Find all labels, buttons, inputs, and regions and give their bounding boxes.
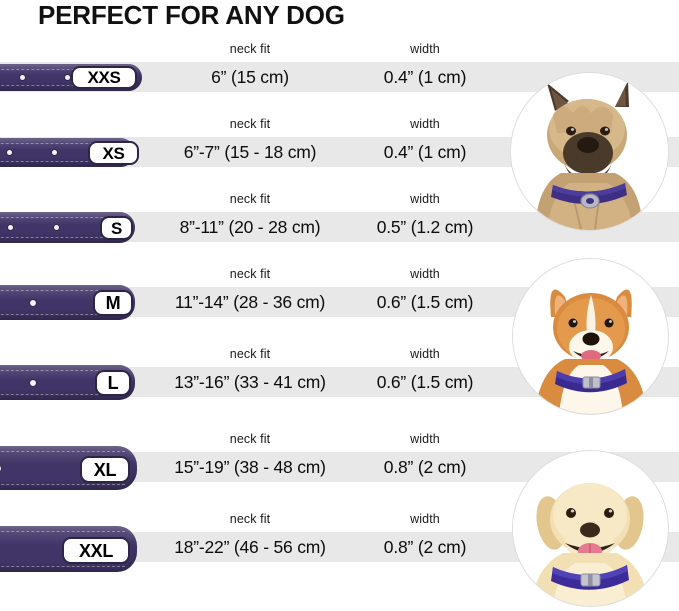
cell-neck-fit: 18”-22” (46 - 56 cm)	[174, 537, 326, 557]
cell-width: 0.6” (1.5 cm)	[376, 292, 474, 312]
size-badge-xl: XL	[80, 456, 130, 483]
column-header-neck-fit: neck fit	[229, 512, 271, 526]
cell-width: 0.4” (1 cm)	[383, 67, 467, 87]
cell-width: 0.4” (1 cm)	[383, 142, 467, 162]
column-header-neck-fit: neck fit	[229, 432, 271, 446]
column-header-width: width	[410, 432, 440, 446]
column-header-neck-fit: neck fit	[229, 117, 271, 131]
size-badge-xxl: XXL	[62, 537, 130, 564]
terrier-photo	[510, 72, 669, 231]
cell-width: 0.6” (1.5 cm)	[376, 372, 474, 392]
strap-hole	[7, 150, 12, 155]
column-header-width: width	[410, 512, 440, 526]
cell-width: 0.8” (2 cm)	[383, 537, 467, 557]
cell-neck-fit: 6” (15 cm)	[211, 67, 289, 87]
column-header-neck-fit: neck fit	[229, 42, 271, 56]
strap-hole	[30, 300, 36, 306]
strap-hole	[54, 225, 59, 230]
strap-hole	[30, 380, 36, 386]
size-badge-s: S	[100, 216, 133, 240]
column-header-neck-fit: neck fit	[229, 192, 271, 206]
corgi-photo	[512, 258, 669, 415]
size-badge-xxs: XXS	[71, 66, 137, 89]
column-header-width: width	[410, 117, 440, 131]
strap-hole	[20, 75, 25, 80]
cell-width: 0.5” (1.2 cm)	[376, 217, 474, 237]
strap-hole	[0, 465, 1, 472]
size-badge-m: M	[93, 290, 133, 316]
size-badge-l: L	[95, 370, 131, 396]
strap-hole	[52, 150, 57, 155]
column-header-width: width	[410, 347, 440, 361]
cell-neck-fit: 13”-16” (33 - 41 cm)	[174, 372, 326, 392]
labrador-photo	[512, 450, 669, 607]
cell-width: 0.8” (2 cm)	[383, 457, 467, 477]
cell-neck-fit: 15”-19” (38 - 48 cm)	[174, 457, 326, 477]
column-header-neck-fit: neck fit	[229, 347, 271, 361]
cell-neck-fit: 8”-11” (20 - 28 cm)	[179, 217, 321, 237]
column-header-width: width	[410, 267, 440, 281]
cell-neck-fit: 6”-7” (15 - 18 cm)	[183, 142, 317, 162]
column-header-neck-fit: neck fit	[229, 267, 271, 281]
strap-hole	[65, 75, 70, 80]
page-title: PERFECT FOR ANY DOG	[38, 0, 345, 30]
column-header-width: width	[410, 192, 440, 206]
column-header-width: width	[410, 42, 440, 56]
size-badge-xs: XS	[88, 141, 139, 165]
cell-neck-fit: 11”-14” (28 - 36 cm)	[174, 292, 326, 312]
strap-hole	[8, 225, 13, 230]
